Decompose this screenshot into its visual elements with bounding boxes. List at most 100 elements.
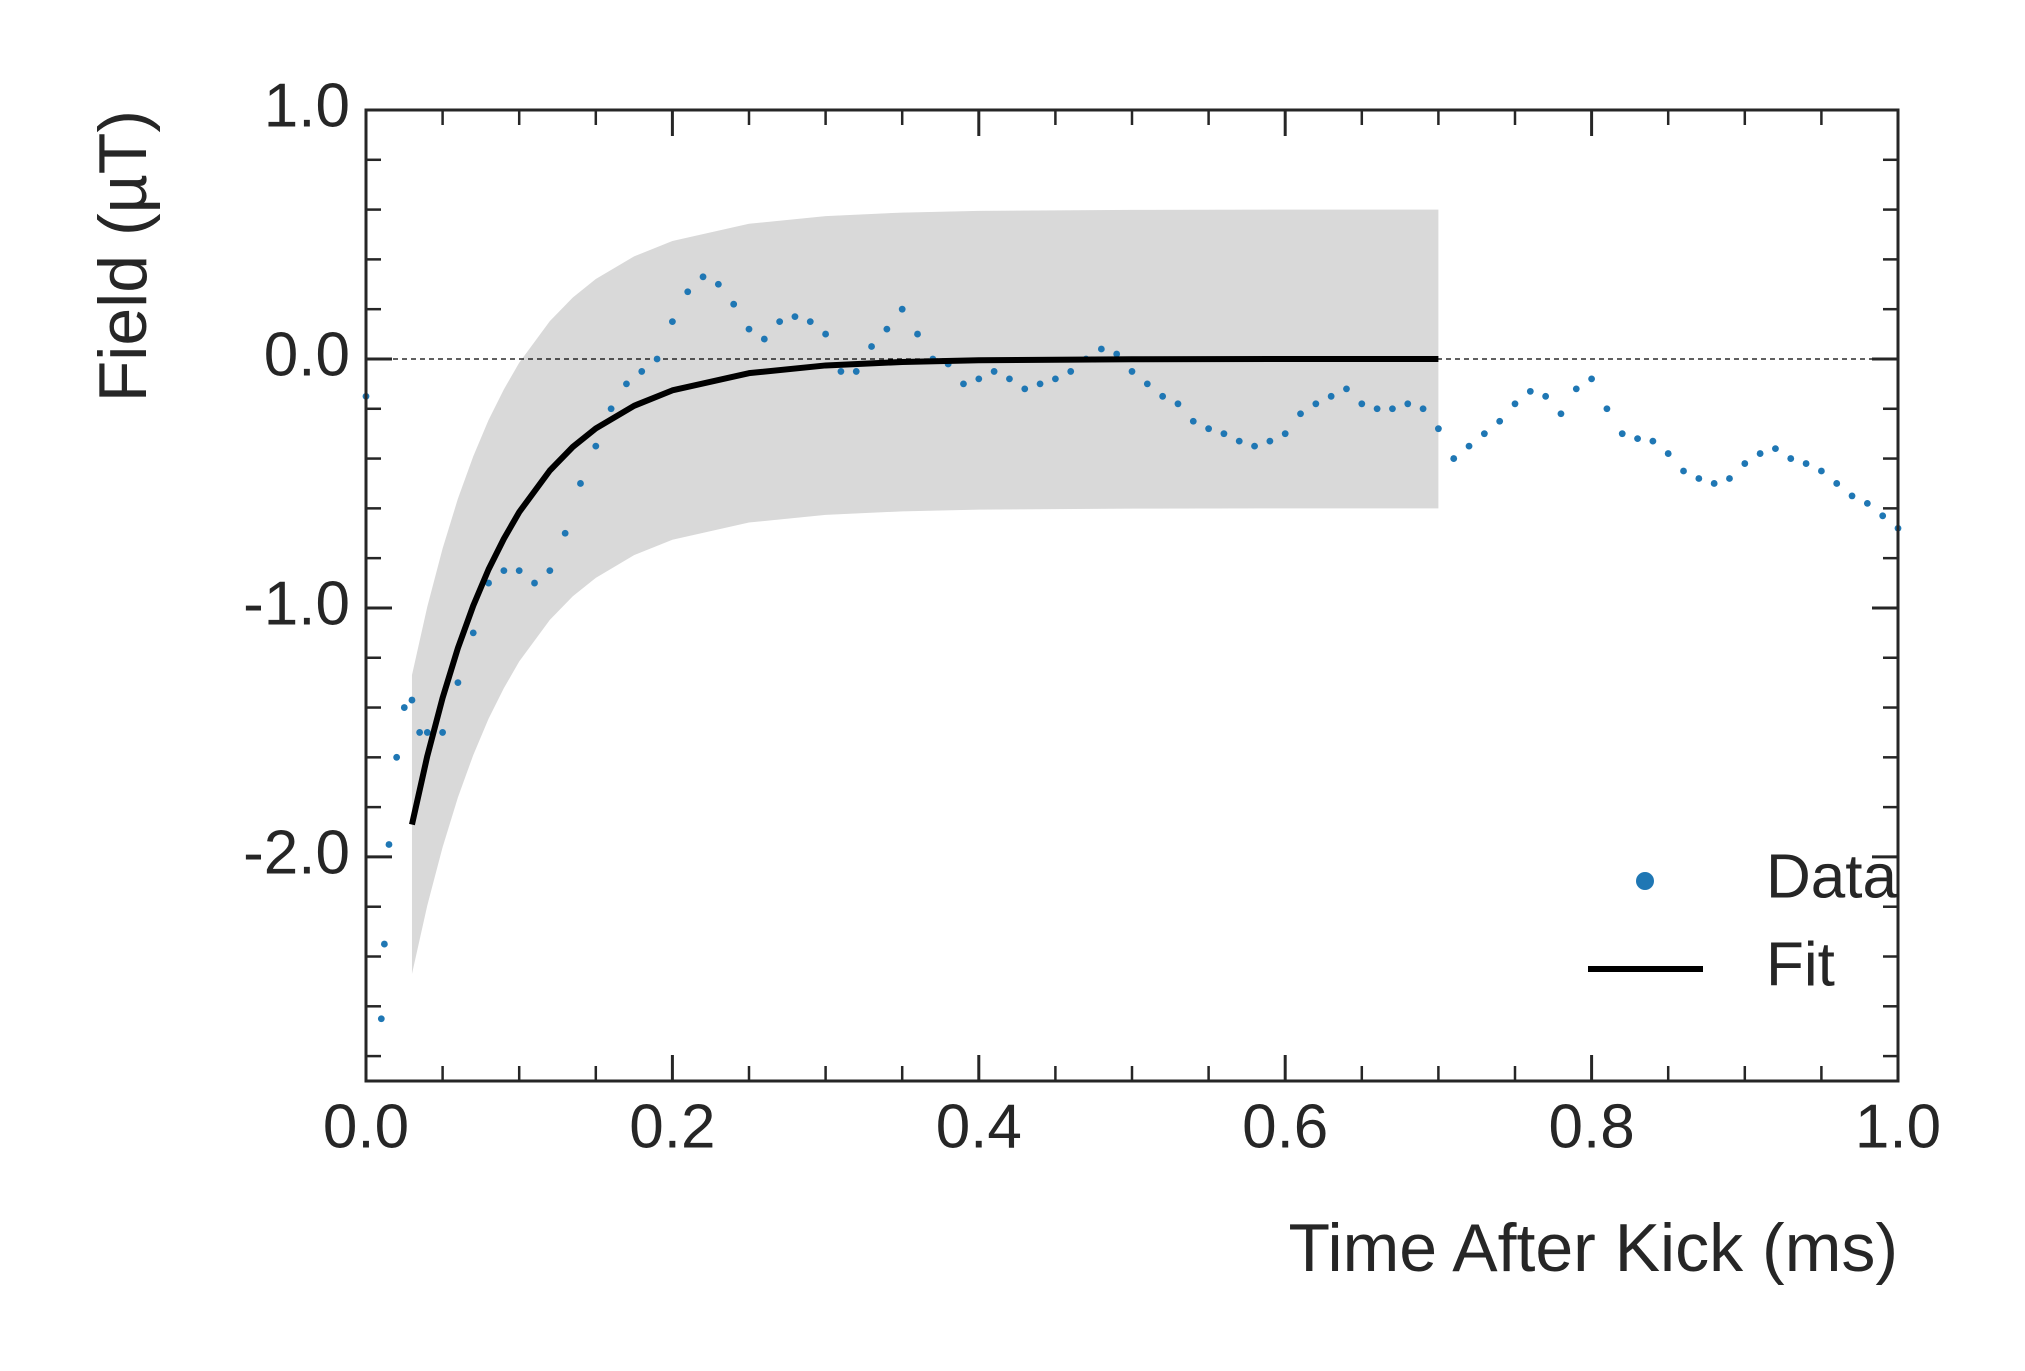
data-point — [1419, 405, 1427, 413]
y-tick-label: 1.0 — [264, 71, 350, 140]
data-point — [1159, 392, 1167, 400]
data-point — [1251, 442, 1258, 450]
data-point — [1649, 437, 1657, 445]
data-point — [791, 313, 799, 321]
x-tick-label: 0.0 — [323, 1092, 409, 1161]
data-point — [1097, 345, 1105, 353]
data-point — [1128, 368, 1136, 375]
data-point — [500, 567, 508, 575]
y-tick-label: -1.0 — [243, 569, 350, 638]
data-point — [776, 318, 784, 326]
data-point — [515, 567, 523, 575]
data-point — [1373, 405, 1381, 413]
data-point — [806, 318, 814, 326]
legend-marker — [1636, 872, 1654, 890]
data-point — [1006, 375, 1013, 383]
data-point — [1235, 437, 1243, 445]
data-point — [1067, 368, 1075, 375]
confidence-band — [411, 209, 1439, 974]
data-point — [1052, 375, 1059, 383]
x-tick-label: 1.0 — [1855, 1092, 1941, 1161]
data-point — [669, 318, 676, 326]
data-point — [684, 288, 692, 296]
data-point — [439, 729, 446, 736]
data-point — [607, 405, 615, 413]
data-point — [623, 380, 630, 388]
data-point — [852, 368, 860, 375]
y-axis-label: Field (µT) — [85, 110, 161, 402]
data-point — [400, 704, 408, 711]
data-point — [1772, 445, 1779, 453]
data-point — [1389, 405, 1396, 413]
x-tick-label: 0.2 — [629, 1092, 715, 1161]
data-point — [1297, 410, 1304, 418]
data-point — [1113, 350, 1121, 358]
data-point — [1189, 417, 1197, 425]
data-point — [469, 629, 477, 637]
data-point — [1710, 480, 1718, 487]
data-point — [1603, 405, 1611, 413]
data-point — [1848, 492, 1856, 500]
data-point — [377, 1015, 385, 1023]
data-point — [1220, 430, 1228, 438]
data-point — [914, 330, 921, 338]
data-point — [745, 325, 753, 333]
data-point — [960, 380, 967, 388]
data-point — [1557, 410, 1565, 418]
data-point — [1327, 392, 1335, 400]
data-point — [1695, 475, 1703, 482]
fit-line — [409, 355, 1439, 826]
data-point — [1756, 450, 1764, 457]
x-axis-label: Time After Kick (ms) — [1288, 1210, 1898, 1286]
data-point — [393, 753, 401, 761]
data-point — [385, 841, 393, 848]
x-tick-label: 0.8 — [1548, 1092, 1634, 1161]
legend-label: Fit — [1766, 930, 1835, 999]
data-point — [592, 442, 600, 450]
y-tick-label: -2.0 — [243, 818, 350, 887]
data-point — [1664, 450, 1672, 457]
data-point — [577, 480, 584, 487]
data-point — [1143, 380, 1151, 388]
data-point — [380, 940, 388, 948]
data-point — [408, 696, 416, 704]
data-point — [868, 343, 875, 350]
data-point — [1726, 475, 1733, 482]
data-point — [822, 330, 829, 338]
legend-label: Data — [1766, 842, 1897, 911]
data-point — [1680, 467, 1687, 475]
data-point — [1741, 460, 1749, 467]
data-point — [1021, 385, 1029, 393]
data-point — [561, 529, 569, 537]
data-point — [1618, 430, 1626, 438]
data-point — [1879, 512, 1887, 520]
data-point — [653, 355, 661, 363]
data-point — [1818, 467, 1825, 475]
data-point — [1358, 400, 1366, 408]
data-point — [531, 579, 538, 587]
data-point — [1634, 435, 1641, 443]
data-point — [1511, 400, 1519, 408]
data-point — [730, 300, 738, 308]
data-point — [1787, 455, 1795, 462]
x-tick-label: 0.6 — [1242, 1092, 1328, 1161]
data-point — [1312, 400, 1320, 408]
data-point — [1465, 442, 1473, 450]
legend: Data Fit — [1588, 842, 1897, 999]
data-point — [423, 729, 431, 736]
data-point — [898, 305, 906, 313]
data-point — [1404, 400, 1412, 408]
data-point — [1435, 425, 1442, 433]
data-point — [975, 375, 983, 383]
data-point — [1281, 430, 1289, 438]
data-point — [485, 579, 492, 587]
data-point — [1526, 387, 1534, 395]
data-point — [1802, 460, 1810, 467]
data-point — [883, 325, 891, 333]
data-point — [1266, 437, 1274, 445]
data-point — [760, 335, 768, 343]
data-point — [638, 368, 646, 375]
data-point — [546, 567, 554, 575]
data-point — [1343, 385, 1350, 393]
